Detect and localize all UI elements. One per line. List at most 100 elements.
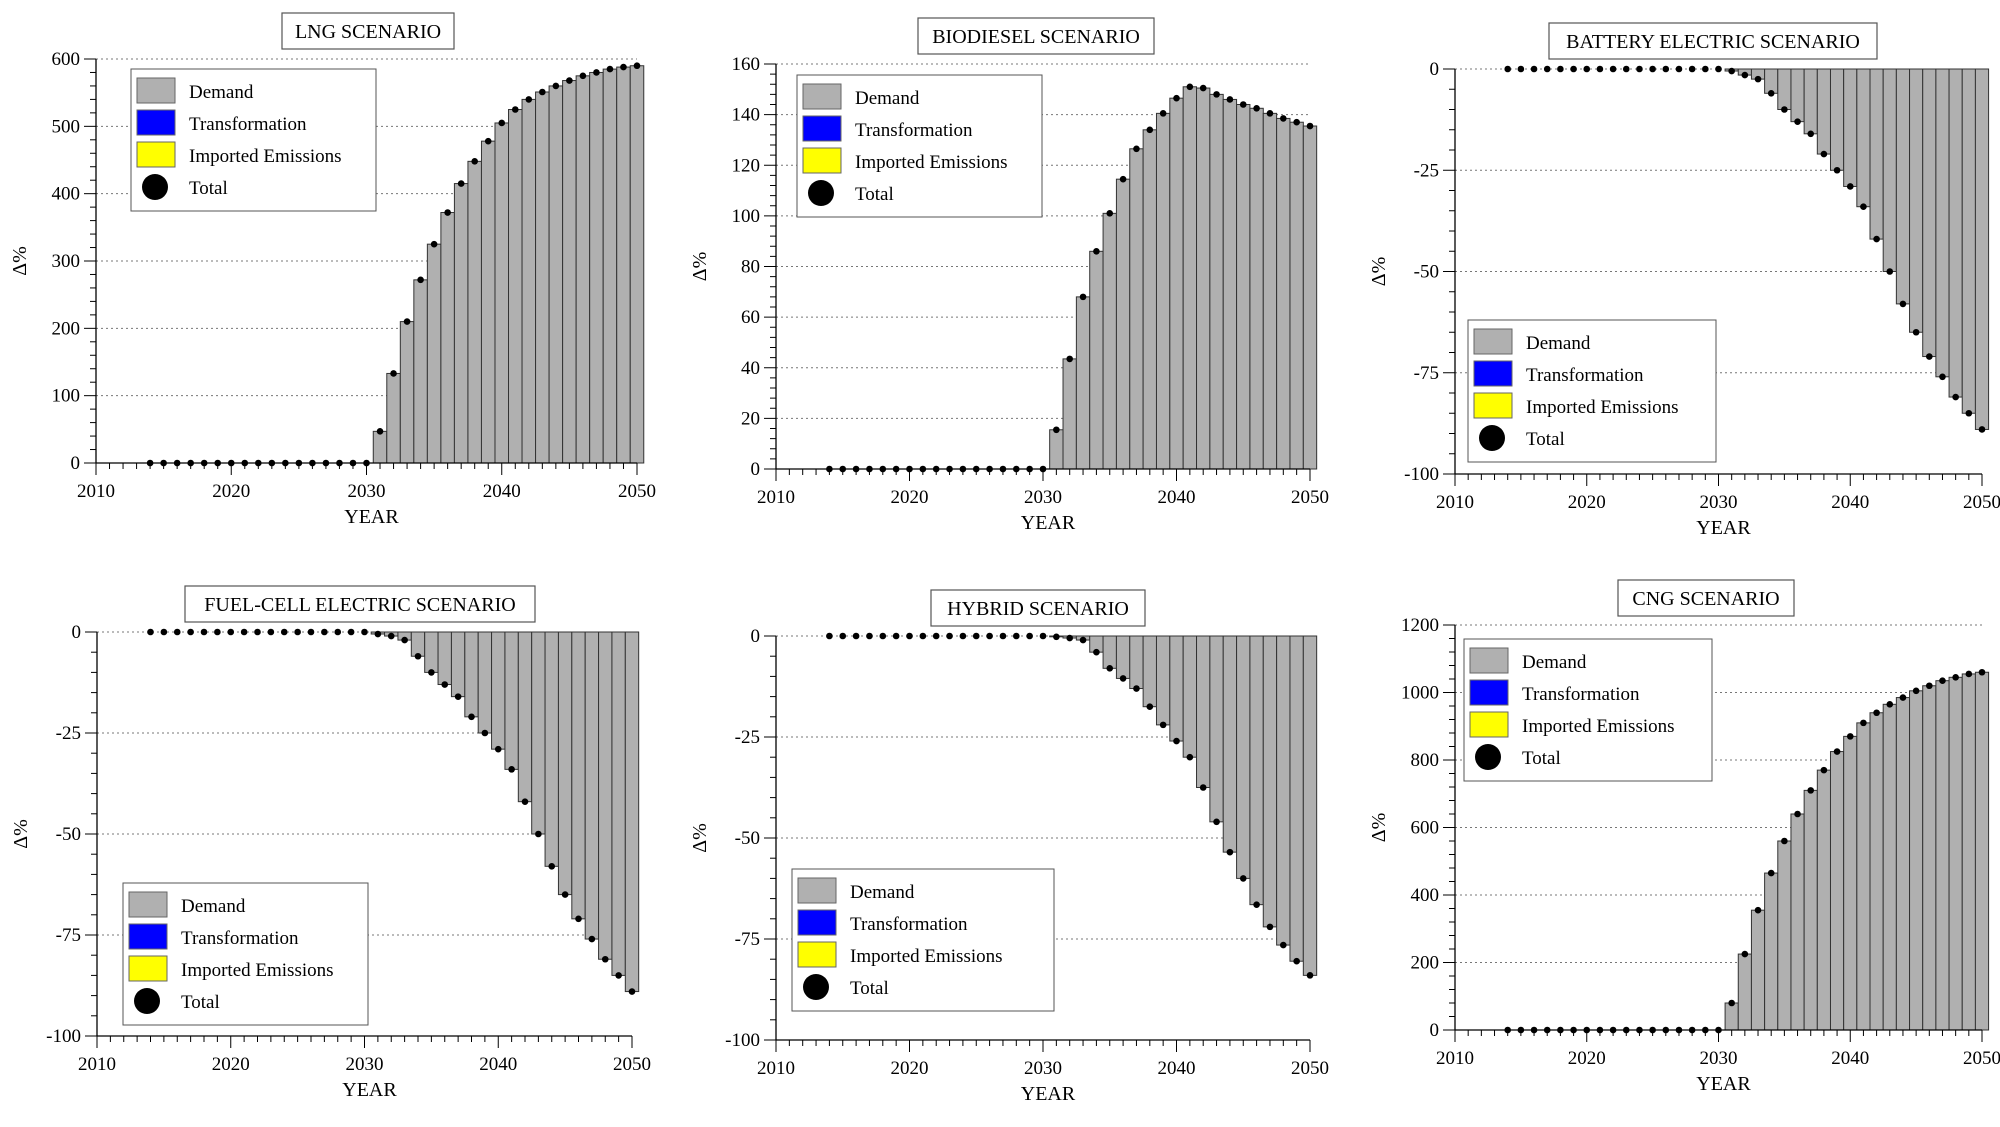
legend-marker: [1479, 425, 1505, 451]
bar: [629, 65, 645, 464]
y-tick-label: 100: [732, 206, 761, 227]
y-tick-label: 500: [52, 116, 81, 137]
total-dot: [972, 632, 980, 640]
y-tick-label: -100: [1404, 464, 1439, 485]
chart-title: BATTERY ELECTRIC SCENARIO: [1566, 31, 1860, 53]
total-dot: [1119, 675, 1127, 682]
y-tick-label: -50: [56, 824, 81, 845]
total-dot: [606, 65, 614, 73]
chart-panel: 2010 2020 2030 2040 2050 -100 -75 -50 -25 0 YEAR Δ%…: [10, 585, 651, 1101]
y-axis-label: Δ%: [10, 819, 32, 849]
bar: [1049, 429, 1064, 470]
x-axis-label: YEAR: [1021, 512, 1076, 534]
total-dot: [147, 628, 154, 636]
legend-swatch: [797, 877, 837, 904]
bar: [426, 243, 442, 464]
legend-swatch: [1469, 679, 1509, 706]
total-dot: [484, 137, 492, 145]
total-dot: [1530, 65, 1538, 73]
total-dot: [620, 63, 627, 71]
x-tick-label: 2020: [212, 1054, 250, 1075]
total-dot: [1807, 130, 1815, 138]
y-tick-label: -75: [1414, 363, 1439, 384]
bar: [1142, 129, 1157, 470]
x-tick-label: 2050: [1963, 1048, 2000, 1069]
bar: [1895, 697, 1911, 1031]
total-dot: [552, 82, 560, 90]
bar: [491, 631, 506, 750]
legend-label: Demand: [855, 88, 920, 109]
total-dot: [1146, 126, 1154, 134]
total-dot: [1926, 353, 1933, 360]
bar: [399, 321, 415, 464]
bar: [598, 631, 613, 960]
total-dot: [240, 628, 248, 636]
total-dot: [1846, 733, 1854, 740]
bar: [504, 631, 519, 770]
total-dot: [839, 632, 847, 640]
total-dot: [1978, 426, 1986, 433]
y-tick-label: -25: [56, 723, 81, 744]
y-tick-label: -100: [46, 1026, 81, 1047]
y-tick-label: 300: [52, 251, 81, 272]
total-dot: [1079, 293, 1087, 301]
bar: [1169, 97, 1184, 470]
chart-panel: 2010 2020 2030 2040 2050 -100 -75 -50 -25 0 YEAR Δ%…: [1368, 22, 2000, 539]
bar: [1115, 635, 1131, 679]
x-tick-label: 2050: [618, 481, 656, 502]
chart-title-box: LNG SCENARIO: [281, 12, 455, 50]
total-dot: [588, 935, 596, 943]
bar: [1142, 635, 1157, 708]
total-dot: [1093, 648, 1100, 656]
bar: [1209, 635, 1224, 823]
title-frame: [281, 12, 455, 50]
y-tick-label: -50: [735, 828, 760, 849]
bar: [1948, 68, 1963, 398]
total-dot: [615, 972, 622, 979]
chart-title: BIODIESEL SCENARIO: [932, 26, 1140, 48]
y-tick-label: 0: [1430, 1020, 1440, 1041]
legend-label: Imported Emissions: [1522, 716, 1675, 737]
total-dot: [1741, 950, 1749, 958]
x-tick-label: 2030: [348, 481, 386, 502]
total-dot: [498, 119, 506, 127]
bar: [1289, 121, 1304, 470]
legend: Demand Transformation Imported Emissions To…: [796, 74, 1043, 218]
total-dot: [307, 628, 315, 636]
x-tick-label: 2010: [1436, 1048, 1474, 1069]
chart-title: HYBRID SCENARIO: [947, 598, 1129, 620]
legend-marker: [142, 174, 168, 200]
total-dot: [1253, 104, 1260, 112]
bar: [535, 91, 550, 464]
total-dot: [481, 729, 489, 737]
total-dot: [403, 318, 411, 325]
x-tick-label: 2020: [891, 1058, 929, 1079]
bar: [1935, 68, 1950, 378]
y-axis-label: Δ%: [1368, 257, 1390, 287]
total-dot: [1767, 869, 1775, 877]
total-dot: [919, 632, 927, 640]
chart-title-box: CNG SCENARIO: [1617, 579, 1795, 617]
chart-panel: 2010 2020 2030 2040 205002040608010012014016…: [689, 17, 1329, 534]
legend: Demand Transformation Imported Emissions To…: [791, 868, 1055, 1012]
legend-swatch: [1469, 647, 1509, 674]
total-dot: [1266, 110, 1274, 117]
total-dot: [1199, 784, 1207, 791]
y-tick-label: 20: [741, 408, 760, 429]
bar: [1129, 148, 1144, 470]
legend-swatch: [128, 891, 168, 918]
total-dot: [428, 669, 435, 676]
total-dot: [1173, 737, 1180, 745]
bar: [1115, 178, 1131, 470]
total-dot: [227, 628, 235, 636]
total-dot: [1926, 682, 1933, 690]
legend-label: Imported Emissions: [855, 152, 1008, 173]
bar: [477, 631, 493, 734]
y-tick-label: -50: [1414, 262, 1439, 283]
total-dot: [1159, 721, 1167, 729]
total-dot: [454, 693, 462, 700]
total-dot: [1952, 393, 1959, 401]
bar: [1075, 296, 1091, 470]
total-dot: [1965, 670, 1973, 678]
legend-swatch: [802, 83, 842, 110]
